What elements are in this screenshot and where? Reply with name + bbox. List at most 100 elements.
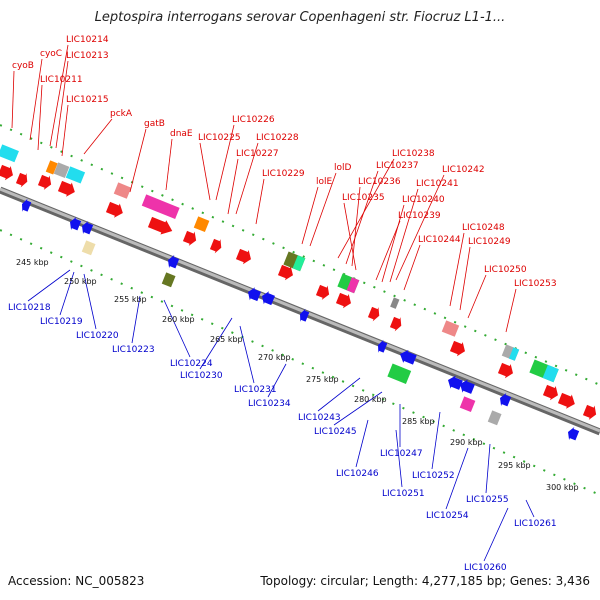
- reverse-gene-11: [500, 393, 512, 407]
- gene-label-LIC10215: LIC10215: [66, 95, 109, 105]
- leader-LIC10227: [227, 158, 239, 215]
- leader-LIC10213: [55, 60, 69, 149]
- leader-LIC10243: [317, 377, 361, 412]
- orange-gene-box-2: [193, 216, 210, 233]
- scale-label: 280 kbp: [354, 395, 387, 404]
- leader-LIC10241: [389, 188, 419, 283]
- olive-gene-box-2: [161, 272, 176, 288]
- forward-gene-14: [449, 340, 465, 357]
- leader-LIC10218: [27, 269, 71, 302]
- forward-gene-7: [209, 238, 222, 254]
- gene-label-LIC10220: LIC10220: [76, 331, 119, 341]
- tan-gene-box: [81, 240, 96, 256]
- scale-label: 270 kbp: [258, 353, 291, 362]
- gene-label-LIC10244: LIC10244: [418, 235, 461, 245]
- scale-label: 265 kbp: [210, 335, 243, 344]
- leader-LIC10214: [49, 44, 69, 147]
- gene-label-LIC10243: LIC10243: [298, 413, 341, 423]
- gene-label-LIC10255: LIC10255: [466, 495, 509, 505]
- leader-cyoC: [29, 58, 43, 141]
- leader-LIC10224: [163, 299, 191, 358]
- genome-backbone-highlight: [0, 187, 600, 433]
- cyan-gene-box: [0, 144, 19, 163]
- leader-LIC10237: [345, 170, 379, 265]
- leader-LIC10236: [351, 186, 361, 267]
- leader-LIC10235: [343, 202, 357, 271]
- leader-LIC10246: [355, 419, 369, 468]
- forward-gene-17: [557, 392, 575, 409]
- leader-LIC10219: [59, 271, 75, 316]
- leader-cyoB: [11, 70, 15, 129]
- forward-gene-16: [542, 384, 558, 401]
- scale-labels: 245 kbp 250 kbp 255 kbp 260 kbp 265 kbp 270 k…: [16, 258, 579, 492]
- gene-label-LIC10246: LIC10246: [336, 469, 379, 479]
- leader-LIC10229: [255, 178, 265, 225]
- grey-gene-box: [53, 162, 70, 179]
- leader-LIC10255: [485, 443, 491, 494]
- gene-label-cyoB: cyoB: [12, 61, 34, 71]
- leader-LIC10215: [61, 104, 69, 157]
- grey-cyan-gene-box: [501, 344, 520, 361]
- leader-LIC10225: [199, 142, 211, 201]
- leader-LIC10260: [483, 507, 509, 562]
- scale-label: 300 kbp: [546, 483, 579, 492]
- gene-label-LIC10213: LIC10213: [66, 51, 109, 61]
- label-leader-lines: [11, 44, 535, 562]
- scale-label: 275 kbp: [306, 375, 339, 384]
- reverse-gene-12: [568, 427, 580, 441]
- gene-label-LIC10234: LIC10234: [248, 399, 291, 409]
- gene-label-lolD: lolD: [334, 163, 352, 173]
- reverse-gene-8: [400, 349, 417, 365]
- leader-LIC10220: [83, 273, 97, 330]
- forward-gene-5: [147, 216, 173, 235]
- gene-label-LIC10236: LIC10236: [358, 177, 401, 187]
- gene-label-LIC10240: LIC10240: [402, 195, 445, 205]
- cyan-gene-box-2: [65, 166, 86, 184]
- gene-label-lolE: lolE: [316, 177, 333, 187]
- gene-label-LIC10238: LIC10238: [392, 149, 435, 159]
- leader-dnaE: [165, 138, 173, 191]
- gene-label-LIC10251: LIC10251: [382, 489, 425, 499]
- gene-label-LIC10223: LIC10223: [112, 345, 155, 355]
- gene-label-LIC10228: LIC10228: [256, 133, 299, 143]
- leader-LIC10234: [267, 363, 287, 398]
- forward-gene-11: [335, 292, 351, 309]
- olive-gene-box: [283, 251, 306, 272]
- leader-LIC10240: [381, 204, 405, 283]
- leader-LIC10242: [395, 174, 445, 281]
- grey-gene-box-3: [390, 297, 400, 309]
- green-gene-box-2: [387, 363, 412, 384]
- gene-label-LIC10260: LIC10260: [464, 563, 507, 573]
- pink-gene-box-2: [441, 320, 460, 337]
- forward-gene-10: [315, 284, 330, 300]
- gene-label-LIC10226: LIC10226: [232, 115, 275, 125]
- gene-label-LIC10235: LIC10235: [342, 193, 385, 203]
- gene-label-LIC10248: LIC10248: [462, 223, 505, 233]
- leader-LIC10231: [239, 325, 255, 384]
- scale-label: 290 kbp: [450, 438, 483, 447]
- leader-LIC10250: [467, 274, 487, 319]
- leader-LIC10226: [215, 124, 235, 201]
- gene-label-LIC10239: LIC10239: [398, 211, 441, 221]
- leader-LIC10245: [333, 391, 383, 426]
- gene-label-gatB: gatB: [144, 119, 165, 129]
- reverse-gene-2: [82, 221, 94, 235]
- forward-gene-8: [235, 248, 251, 265]
- scale-label: 255 kbp: [114, 295, 147, 304]
- forward-gene-15: [497, 362, 513, 379]
- map-title: Leptospira interrogans serovar Copenhage…: [94, 10, 506, 25]
- forward-gene-12: [367, 306, 380, 322]
- leader-LIC10244: [403, 244, 421, 291]
- reverse-gene-6: [300, 308, 310, 322]
- leader-LIC10252: [431, 411, 441, 470]
- leader-LIC10223: [131, 295, 141, 344]
- leader-LIC10261: [525, 499, 535, 518]
- leader-LIC10254: [445, 447, 469, 510]
- gene-label-LIC10227: LIC10227: [236, 149, 279, 159]
- scale-label: 250 kbp: [64, 277, 97, 286]
- scale-label: 260 kbp: [162, 315, 195, 324]
- leader-LIC10211: [37, 84, 43, 151]
- gene-label-LIC10218: LIC10218: [8, 303, 51, 313]
- topology-summary: Topology: circular; Length: 4,277,185 bp…: [260, 574, 590, 588]
